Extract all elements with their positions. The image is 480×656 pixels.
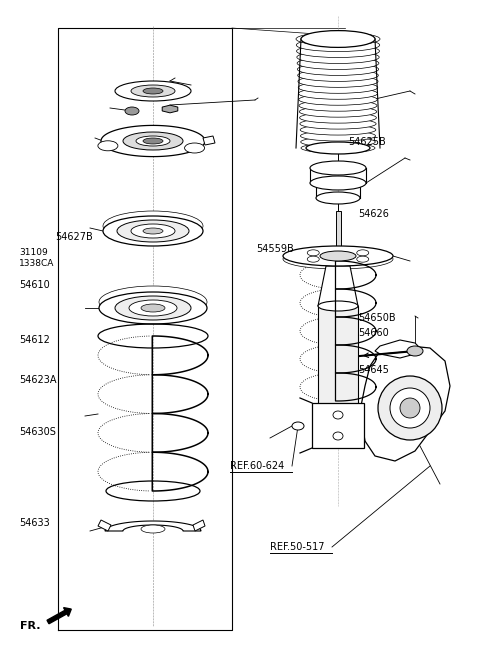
Ellipse shape [117,220,189,242]
Ellipse shape [141,304,165,312]
Ellipse shape [115,81,191,101]
Ellipse shape [298,81,378,93]
Ellipse shape [185,143,204,153]
Ellipse shape [300,119,376,129]
Ellipse shape [99,286,207,318]
Ellipse shape [378,376,442,440]
Bar [318,306,358,436]
Ellipse shape [131,224,175,238]
Text: 54625B: 54625B [348,137,386,147]
Text: 31109
1338CA: 31109 1338CA [19,249,54,268]
Text: 54559B: 54559B [256,244,294,254]
Ellipse shape [306,142,370,154]
Ellipse shape [143,228,163,234]
Ellipse shape [115,296,191,320]
Ellipse shape [143,138,163,144]
Polygon shape [105,521,201,531]
Ellipse shape [297,57,379,70]
Ellipse shape [283,249,393,269]
Ellipse shape [103,216,203,246]
Text: REF.60-624: REF.60-624 [230,461,284,471]
Ellipse shape [300,112,376,123]
Polygon shape [318,266,358,306]
Ellipse shape [98,141,118,151]
Text: 54610: 54610 [19,280,50,290]
Ellipse shape [297,51,379,64]
Ellipse shape [300,131,375,141]
Ellipse shape [99,292,207,324]
Polygon shape [193,520,205,531]
Ellipse shape [298,63,379,75]
Ellipse shape [125,107,139,115]
Ellipse shape [297,45,380,58]
Bar [312,403,364,448]
Ellipse shape [310,161,366,175]
Ellipse shape [307,256,319,262]
Polygon shape [375,340,420,358]
Ellipse shape [400,398,420,418]
Ellipse shape [299,88,377,99]
Ellipse shape [292,422,304,430]
Ellipse shape [301,143,375,153]
Ellipse shape [301,137,375,147]
Polygon shape [360,344,450,461]
Text: 54660: 54660 [358,328,389,338]
Ellipse shape [296,39,380,52]
Ellipse shape [141,525,165,533]
Ellipse shape [296,32,380,46]
Ellipse shape [310,176,366,190]
Polygon shape [203,136,215,145]
Bar [336,211,340,391]
Polygon shape [98,520,111,531]
Ellipse shape [131,85,175,97]
Ellipse shape [357,256,369,262]
Ellipse shape [333,432,343,440]
Ellipse shape [143,88,163,94]
Ellipse shape [136,136,170,146]
Ellipse shape [407,346,423,356]
Ellipse shape [390,388,430,428]
Ellipse shape [318,301,358,311]
Ellipse shape [300,125,376,135]
Ellipse shape [301,31,375,47]
Text: 54633: 54633 [19,518,50,528]
Text: REF.50-517: REF.50-517 [270,542,324,552]
FancyArrow shape [47,607,71,624]
Ellipse shape [357,250,369,256]
Ellipse shape [299,100,377,112]
Polygon shape [162,105,178,113]
Text: 54645: 54645 [358,365,389,375]
Text: 54630S: 54630S [19,427,56,437]
Ellipse shape [307,250,319,256]
Ellipse shape [298,75,378,87]
Text: 54650B: 54650B [358,313,396,323]
Ellipse shape [129,300,177,316]
Text: 54623A: 54623A [19,375,57,385]
Text: 54627B: 54627B [55,232,93,242]
Ellipse shape [333,411,343,419]
Text: FR.: FR. [20,621,40,631]
Ellipse shape [316,192,360,204]
Ellipse shape [318,431,358,441]
Ellipse shape [320,251,356,261]
Ellipse shape [299,94,377,105]
Ellipse shape [298,70,378,81]
Ellipse shape [123,132,183,150]
Ellipse shape [300,106,377,117]
Text: 54612: 54612 [19,335,50,345]
Text: 54626: 54626 [358,209,389,219]
Ellipse shape [103,211,203,241]
Polygon shape [101,125,205,157]
Ellipse shape [283,246,393,266]
